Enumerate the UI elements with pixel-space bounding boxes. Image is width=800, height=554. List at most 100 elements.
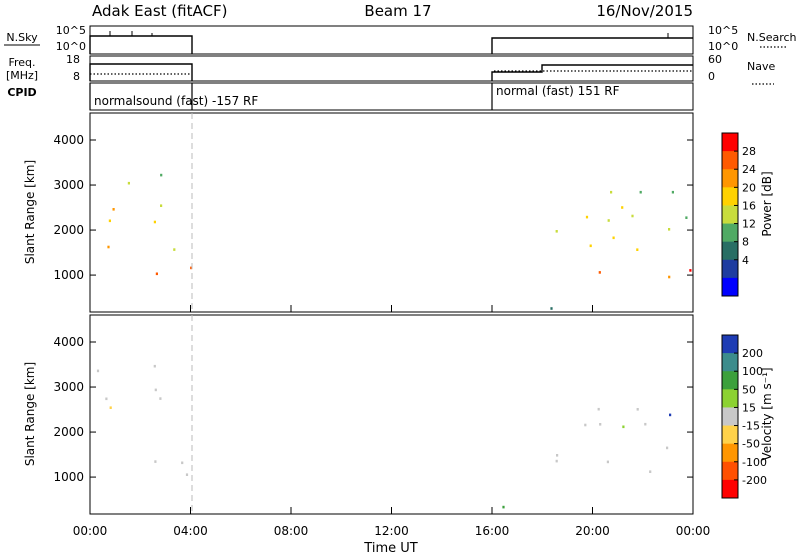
sky-trace-late [491, 37, 693, 54]
velocity-colorbar-tick-label: 15 [742, 401, 756, 414]
time-axis: 00:00 04:00 08:00 12:00 16:00 20:00 00:00 [73, 305, 711, 538]
velocity-scatter-cell [669, 413, 672, 417]
x-tick-label: 04:00 [173, 524, 208, 538]
freq-trace-early [89, 63, 193, 81]
velocity-y-tick-label: 2000 [53, 425, 84, 439]
power-colorbar-frame [721, 132, 739, 297]
velocity-scatter-cell [666, 446, 669, 450]
velocity-scatter-cell [109, 406, 112, 409]
nsky-label: N.Sky [6, 31, 38, 44]
power-scatter-cell [108, 219, 111, 223]
x-tick-label: 20:00 [575, 524, 610, 538]
power-scatter-cell [689, 269, 692, 272]
x-tick-label: 00:00 [676, 524, 711, 538]
sky-trace-spikes [109, 31, 669, 38]
velocity-colorbar-tick-label: -50 [742, 438, 760, 451]
velocity-scatter-cell [96, 369, 100, 373]
velocity-colorbar-swatch [722, 443, 738, 463]
power-panel: 1000 2000 3000 4000 Slant Range [km] 28 24 20… [23, 112, 774, 313]
sky-right-tick-top: 10^5 [708, 24, 738, 37]
velocity-colorbar-swatch [722, 425, 738, 445]
power-scatter-cell [589, 244, 592, 248]
velocity-y-tick-label: 4000 [53, 335, 84, 349]
nsearch-label: N.Search [747, 31, 797, 44]
power-scatter-cell [685, 216, 688, 219]
x-tick-label: 12:00 [374, 524, 409, 538]
velocity-scatter-cell [153, 364, 156, 368]
power-colorbar-tick-label: 24 [742, 163, 756, 176]
x-axis-title: Time UT [363, 541, 417, 554]
power-y-tick-label: 3000 [53, 178, 84, 192]
power-colorbar-swatch [722, 241, 738, 261]
velocity-scatter-cell [556, 454, 559, 457]
power-scatter-cell [671, 190, 674, 194]
power-scatter-cell [631, 214, 634, 218]
velocity-scatter-cell [636, 408, 639, 411]
power-scatter-cell [621, 206, 624, 209]
power-colorbar: 28 24 20 16 12 8 4 [721, 132, 756, 297]
power-y-axis-title: Slant Range [km] [23, 160, 37, 264]
freq-panel: Freq. [MHz] 18 8 60 0 Nave CPID [6, 53, 776, 99]
velocity-panel: 1000 2000 3000 4000 Slant Range [km] 200 100… [23, 314, 774, 515]
power-scatter-cell [598, 271, 601, 274]
power-panel-frame [89, 112, 694, 313]
velocity-colorbar-swatch [722, 461, 738, 481]
velocity-colorbar-swatch [722, 353, 738, 372]
x-tick-label: 00:00 [73, 524, 108, 538]
velocity-colorbar-title: Velocity [m s⁻¹] [760, 367, 774, 460]
freq-left-tick-top: 18 [66, 53, 80, 66]
power-scatter-cell [153, 220, 156, 224]
date-label: 16/Nov/2015 [596, 2, 693, 20]
power-y-tick-label: 2000 [53, 223, 84, 237]
velocity-scatter-cell [159, 397, 162, 400]
nave-label: Nave [747, 60, 775, 73]
power-scatter-cell [107, 245, 110, 249]
power-scatter-cell [160, 204, 163, 207]
sky-panel: N.Sky 10^5 10^0 10^5 10^0 N.Search [4, 24, 797, 55]
velocity-colorbar-swatch [722, 389, 738, 408]
velocity-scatter-cell [185, 473, 189, 476]
velocity-colorbar-tick-label: 200 [742, 347, 763, 360]
velocity-scatter-cell [154, 388, 157, 392]
velocity-scatter-cell [181, 461, 184, 465]
freq-left-tick-bottom: 8 [73, 70, 80, 83]
velocity-colorbar-swatch [722, 479, 738, 499]
cpid-panel: normalsound (fast) -157 RF normal (fast)… [89, 82, 694, 111]
velocity-scatter-cell [555, 459, 558, 463]
velocity-scatter-cell [154, 460, 157, 463]
velocity-scatter-cell [584, 423, 587, 427]
freq-trace-late [491, 64, 693, 81]
velocity-scatter-cell [105, 397, 108, 401]
freq-label-line1: Freq. [8, 56, 35, 69]
power-scatter-cell [555, 230, 558, 233]
sky-trace-early [89, 35, 193, 54]
freq-right-tick-bottom: 0 [708, 70, 715, 83]
power-colorbar-swatch [722, 205, 738, 224]
power-y-axis: 1000 2000 3000 4000 [53, 133, 693, 282]
power-colorbar-tick-label: 8 [742, 236, 749, 249]
power-colorbar-tick-label: 4 [742, 254, 749, 267]
velocity-scatter-cell [599, 423, 602, 426]
velocity-y-tick-label: 3000 [53, 380, 84, 394]
power-colorbar-swatch [722, 259, 738, 279]
power-y-tick-label: 4000 [53, 133, 84, 147]
velocity-y-axis-title: Slant Range [km] [23, 362, 37, 466]
sky-left-tick-bottom: 10^0 [56, 40, 86, 53]
velocity-scatter-cell [644, 422, 647, 426]
mode-label-early: normalsound (fast) -157 RF [94, 94, 258, 108]
power-colorbar-swatch [722, 187, 738, 206]
sky-panel-frame [89, 25, 694, 55]
velocity-scatter-cell [597, 407, 600, 411]
power-colorbar-swatch [722, 133, 738, 152]
power-colorbar-tick-label: 28 [742, 145, 756, 158]
power-colorbar-swatch [722, 169, 738, 188]
power-scatter-cell [610, 190, 613, 194]
power-colorbar-tick-label: 16 [742, 199, 756, 212]
freq-right-tick-top: 60 [708, 53, 722, 66]
power-colorbar-tick-label: 20 [742, 181, 756, 194]
velocity-scatter-cell [649, 470, 652, 473]
velocity-colorbar-tick-label: 50 [742, 383, 756, 396]
velocity-scatter-cell [606, 460, 609, 464]
power-scatter-cell [155, 272, 158, 276]
